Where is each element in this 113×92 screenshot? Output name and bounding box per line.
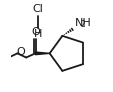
Text: O: O: [16, 47, 25, 57]
Text: Cl: Cl: [32, 4, 43, 14]
Text: NH: NH: [74, 18, 91, 28]
Polygon shape: [35, 52, 49, 55]
Text: 2: 2: [80, 20, 85, 29]
Text: H: H: [34, 29, 42, 39]
Text: O: O: [31, 27, 39, 37]
